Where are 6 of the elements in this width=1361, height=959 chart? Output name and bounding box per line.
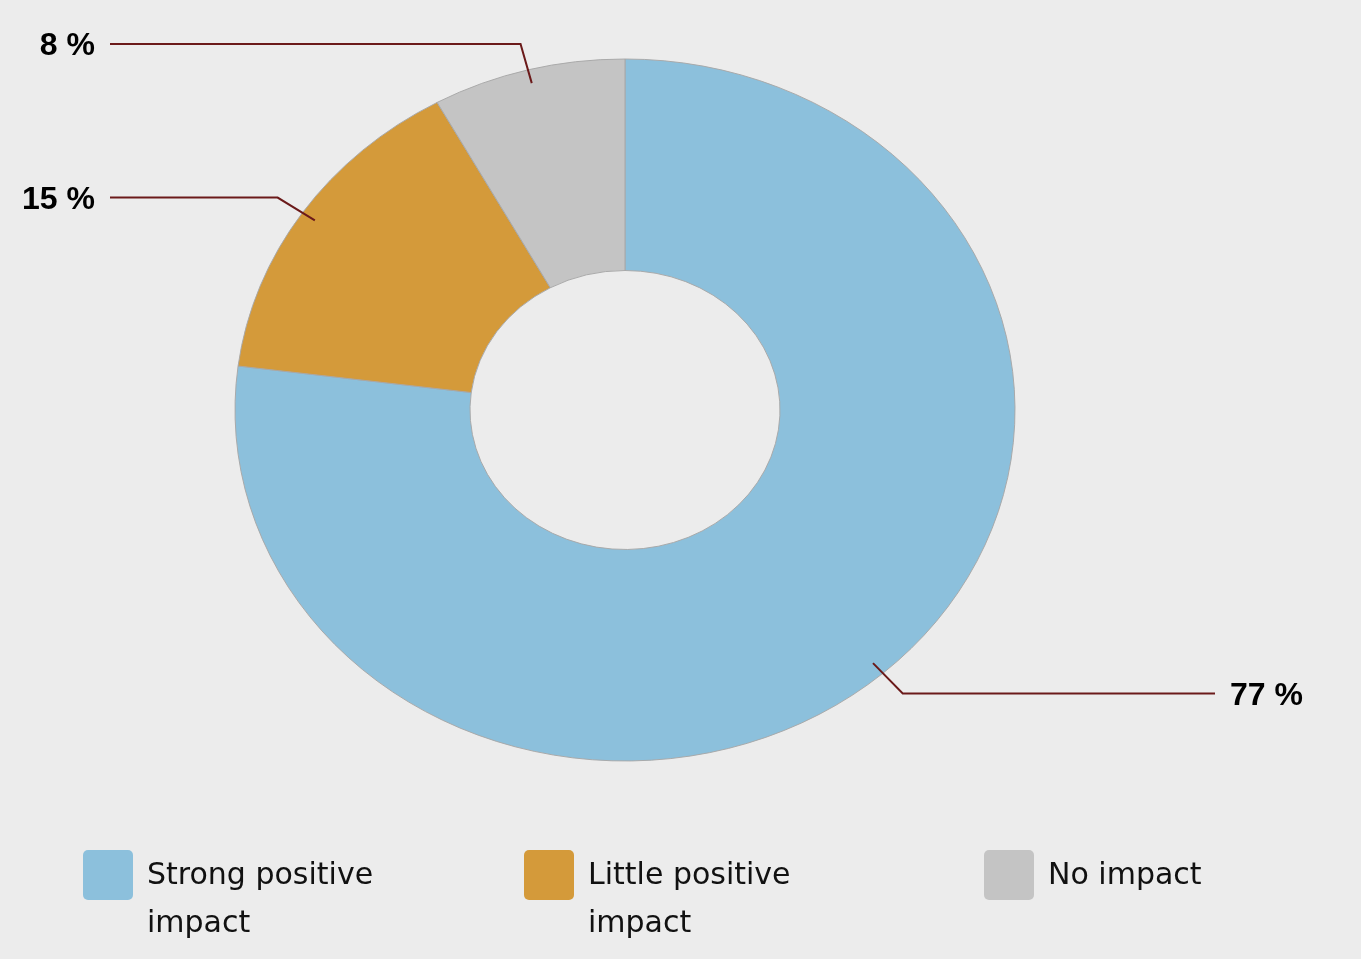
legend-label: No impact bbox=[1048, 856, 1202, 891]
data-label: 8 % bbox=[39, 26, 95, 63]
data-label: 15 % bbox=[22, 179, 95, 216]
data-label: 77 % bbox=[1230, 675, 1303, 712]
legend-label: Strong positive impact bbox=[147, 856, 374, 939]
legend-label: Little positive impact bbox=[588, 856, 791, 939]
